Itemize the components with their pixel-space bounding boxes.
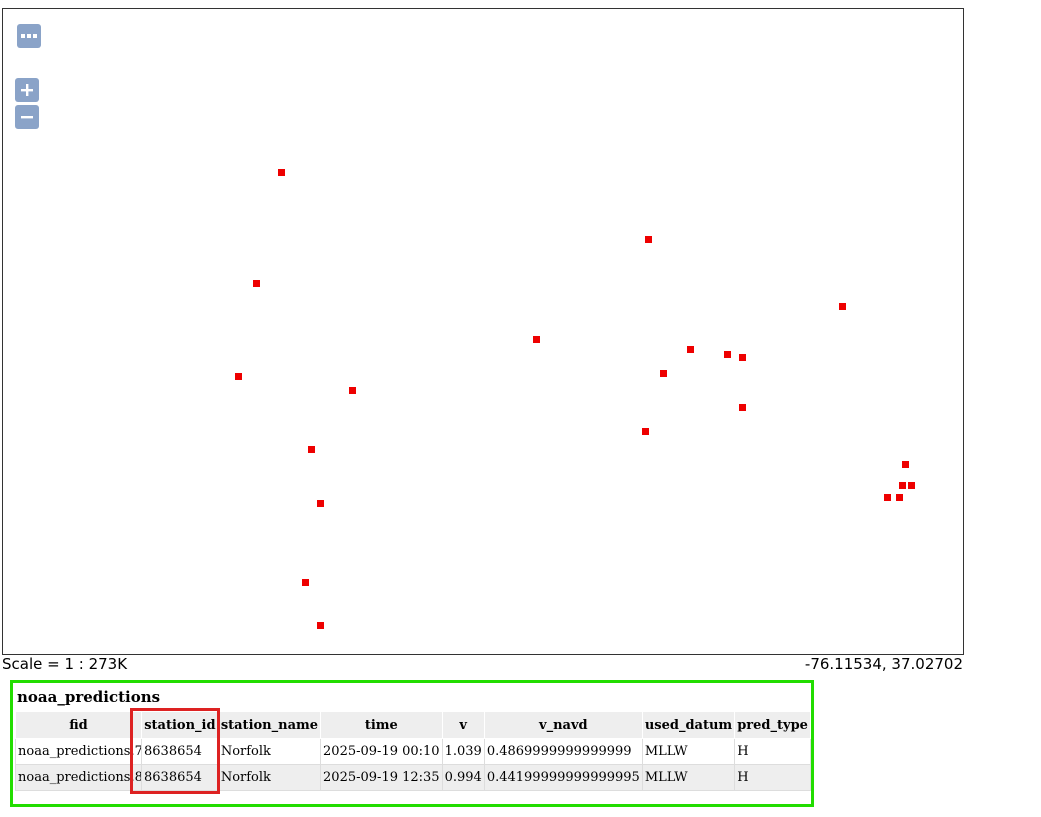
station-point[interactable]	[645, 236, 652, 243]
station-point[interactable]	[302, 579, 309, 586]
station-point[interactable]	[308, 446, 315, 453]
station-point[interactable]	[660, 370, 667, 377]
column-header: time	[320, 711, 443, 739]
ellipsis-icon	[21, 34, 37, 38]
table-cell: noaa_predictions.8	[15, 764, 142, 791]
station-point[interactable]	[724, 351, 731, 358]
station-point[interactable]	[839, 303, 846, 310]
zoom-out-button[interactable]	[15, 105, 39, 129]
minus-icon	[21, 116, 33, 119]
table-cell: 2025-09-19 12:35	[320, 764, 443, 791]
column-header: v	[441, 711, 485, 739]
station-point[interactable]	[908, 482, 915, 489]
feature-info-panel: noaa_predictions fid station_id station_…	[10, 680, 814, 807]
station-point[interactable]	[317, 622, 324, 629]
table-cell: 8638654	[141, 738, 219, 765]
station-point[interactable]	[235, 373, 242, 380]
table-cell: H	[734, 738, 811, 765]
station-point[interactable]	[884, 494, 891, 501]
station-point[interactable]	[896, 494, 903, 501]
station-point[interactable]	[687, 346, 694, 353]
table-cell: 1.039	[441, 738, 485, 765]
map-view[interactable]	[2, 8, 964, 655]
zoom-in-button[interactable]	[15, 78, 39, 102]
table-cell: Norfolk	[217, 764, 322, 791]
table-row: noaa_predictions.8 8638654 Norfolk 2025-…	[15, 764, 811, 791]
column-header: pred_type	[734, 711, 811, 739]
table-header-row: fid station_id station_name time v v_nav…	[15, 711, 811, 739]
table-row: noaa_predictions.7 8638654 Norfolk 2025-…	[15, 738, 811, 765]
layer-menu-button[interactable]	[17, 24, 41, 48]
column-header: fid	[15, 711, 142, 739]
station-point[interactable]	[739, 354, 746, 361]
station-point[interactable]	[739, 404, 746, 411]
column-header: station_name	[217, 711, 322, 739]
coordinate-readout: -76.11534, 37.02702	[804, 655, 963, 673]
station-point[interactable]	[317, 500, 324, 507]
table-cell: H	[734, 764, 811, 791]
station-point[interactable]	[253, 280, 260, 287]
station-point[interactable]	[349, 387, 356, 394]
column-header: used_datum	[641, 711, 736, 739]
layer-title: noaa_predictions	[17, 688, 161, 706]
attribute-table: fid station_id station_name time v v_nav…	[15, 711, 811, 791]
table-cell: Norfolk	[217, 738, 322, 765]
table-cell: 0.4869999999999999	[483, 738, 643, 765]
station-point[interactable]	[533, 336, 540, 343]
table-cell: 0.994	[441, 764, 485, 791]
column-header: station_id	[141, 711, 219, 739]
station-point[interactable]	[902, 461, 909, 468]
table-cell: MLLW	[641, 738, 736, 765]
station-point[interactable]	[278, 169, 285, 176]
table-cell: noaa_predictions.7	[15, 738, 142, 765]
table-cell: 0.44199999999999995	[483, 764, 643, 791]
scale-readout: Scale = 1 : 273K	[2, 655, 128, 673]
table-cell: MLLW	[641, 764, 736, 791]
station-point[interactable]	[899, 482, 906, 489]
plus-icon	[21, 84, 33, 96]
station-point[interactable]	[642, 428, 649, 435]
table-cell: 2025-09-19 00:10	[320, 738, 443, 765]
table-cell: 8638654	[141, 764, 219, 791]
column-header: v_navd	[483, 711, 643, 739]
